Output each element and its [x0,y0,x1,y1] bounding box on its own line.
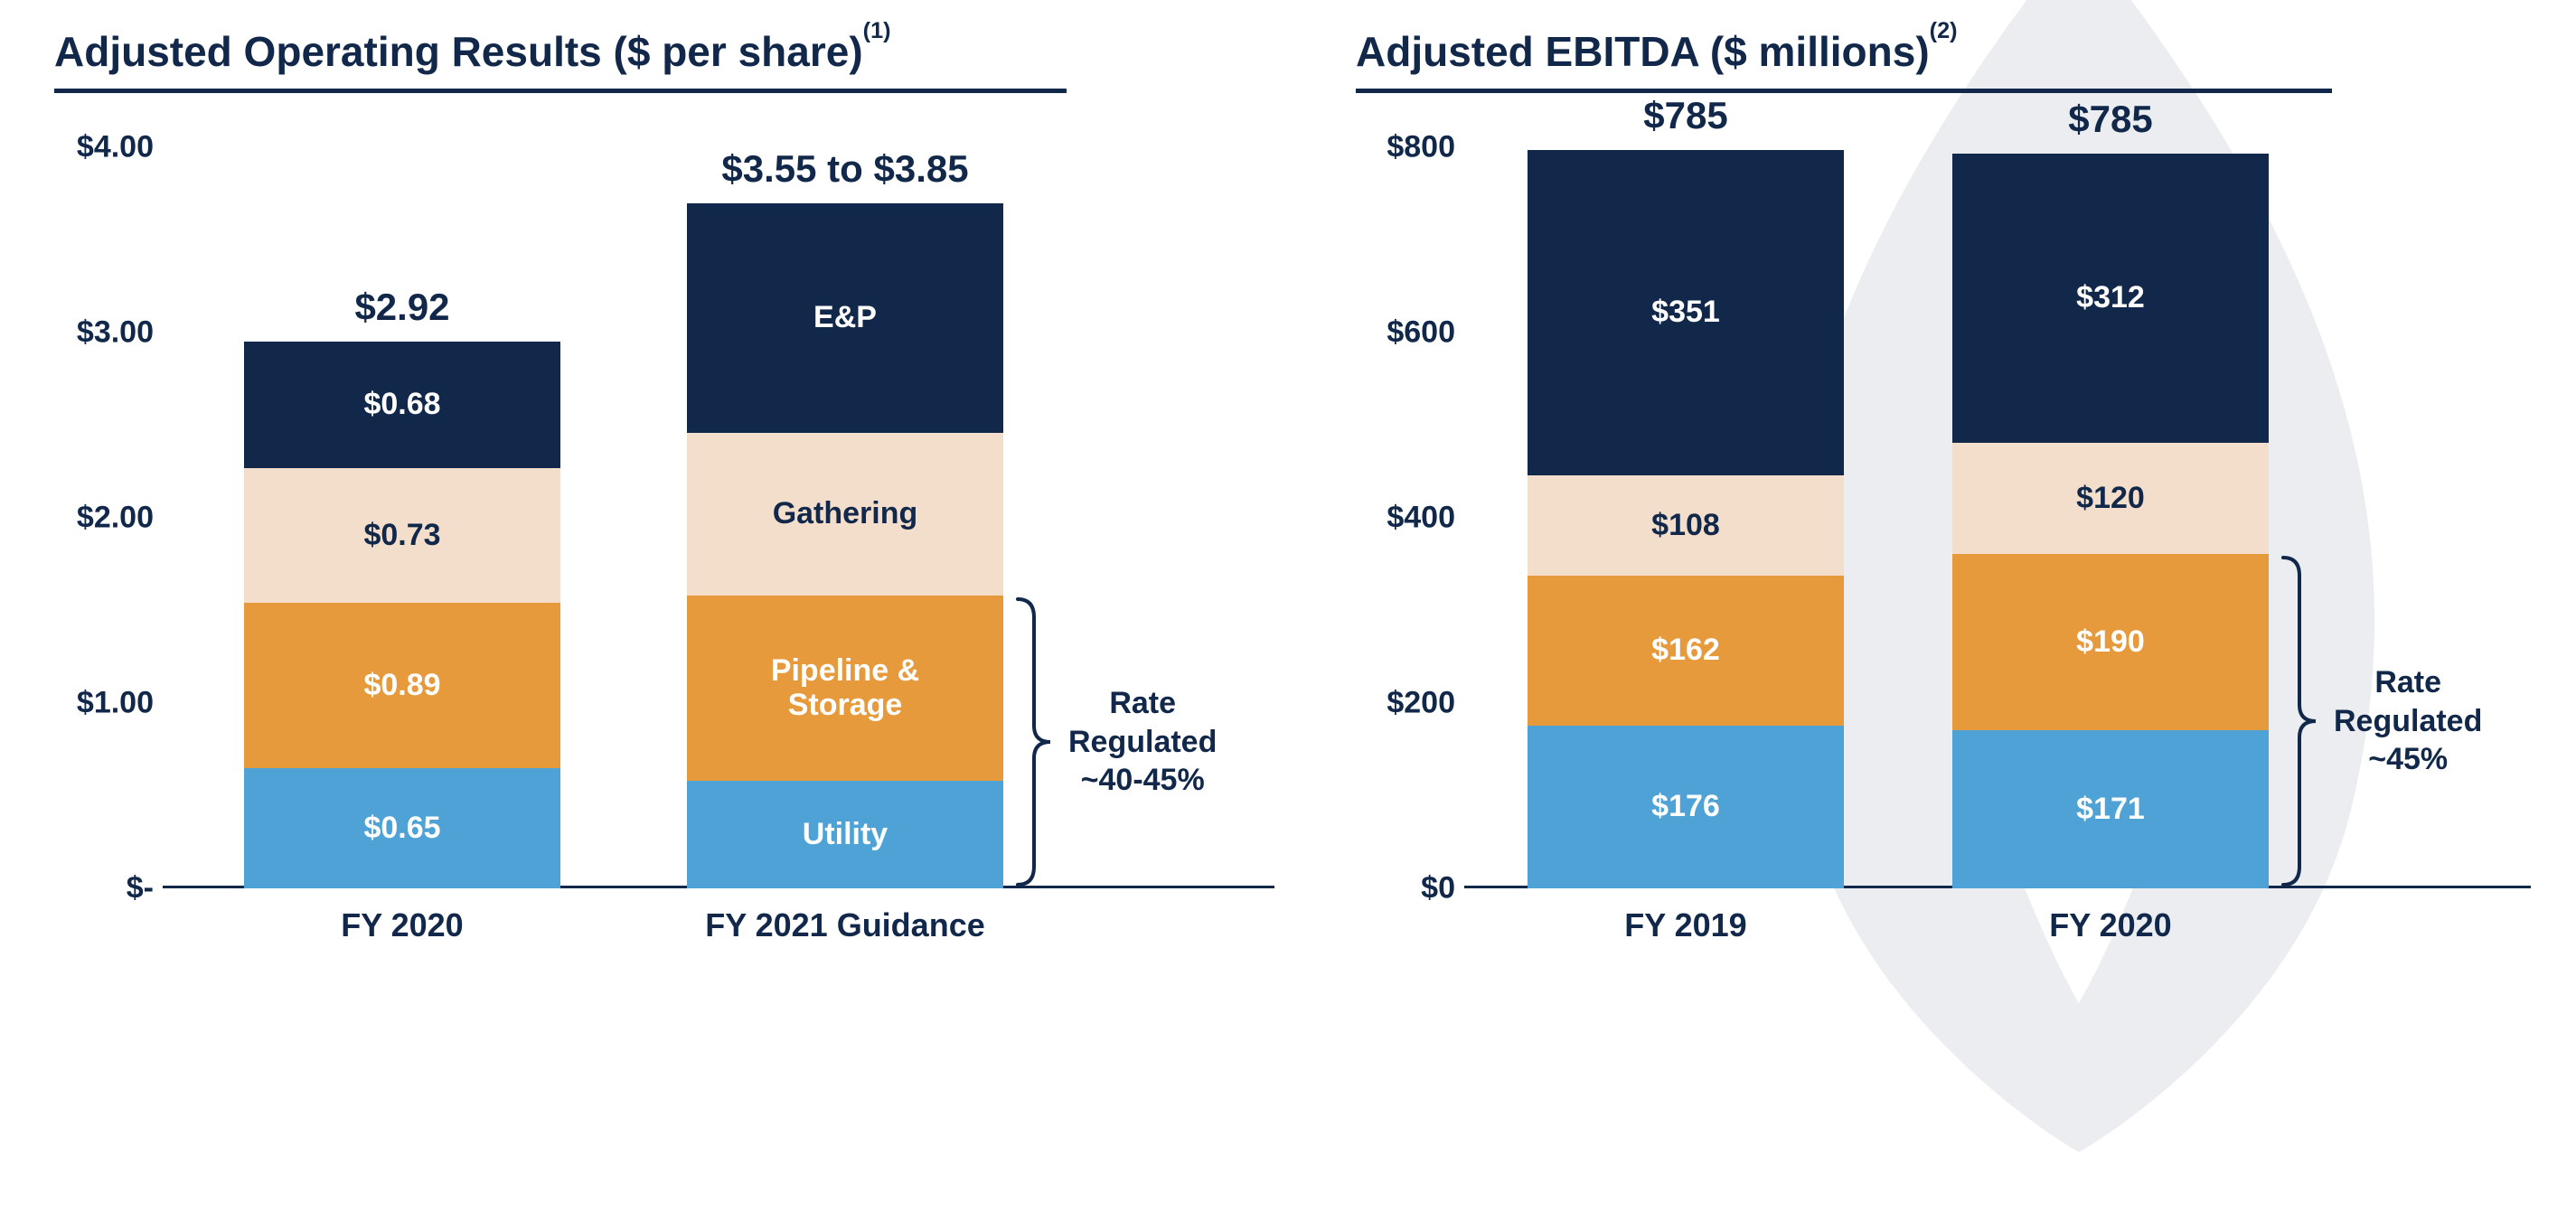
y-axis: $0$200$400$600$800 [1356,147,1464,906]
segment-pipeline: Pipeline & Storage [687,596,1003,781]
segment-ep: $312 [1952,154,2269,443]
right-title-text: Adjusted EBITDA ($ millions) [1356,28,1930,75]
left-chart: $-$1.00$2.00$3.00$4.00$0.65$0.89$0.73$0.… [54,147,1274,961]
y-tick: $600 [1387,315,1455,351]
bar-total-label: $2.92 [244,286,560,329]
bar-fy-2020: $171$190$120$312$785FY 2020 [1952,154,2269,888]
x-label: FY 2020 [244,906,560,944]
right-rule [1356,89,2332,93]
rate-regulated-annotation: RateRegulated~40-45% [1016,596,1217,888]
segment-pipeline: $0.89 [244,603,560,767]
bar-total-label: $785 [1952,98,2269,141]
x-label: FY 2021 Guidance [687,906,1003,944]
y-tick: $2.00 [77,501,154,536]
left-rule [54,89,1067,93]
right-chart-panel: Adjusted EBITDA ($ millions)(2) $0 $200 $4… [1356,27,2531,961]
bar-total-label: $785 [1528,94,1844,137]
segment-gathering: $120 [1952,443,2269,554]
segment-gathering: $108 [1528,475,1844,576]
plot-region: $176$162$108$351$785FY 2019$171$190$120$… [1464,147,2531,888]
left-title: Adjusted Operating Results ($ per share)… [54,27,891,76]
bar-total-label: $3.55 to $3.85 [687,147,1003,191]
segment-utility: $176 [1528,726,1844,888]
segment-utility: Utility [687,781,1003,888]
left-title-sup: (1) [863,18,891,43]
bracket-text: RateRegulated~45% [2334,663,2482,779]
y-tick: $800 [1387,130,1455,165]
bar-fy-2019: $176$162$108$351$785FY 2019 [1528,150,1844,888]
y-tick: $200 [1387,686,1455,721]
segment-pipeline: $190 [1952,554,2269,730]
left-title-text: Adjusted Operating Results ($ per share) [54,28,863,75]
x-label: FY 2019 [1528,906,1844,944]
segment-utility: $0.65 [244,768,560,888]
bar-fy-2021-guidance: UtilityPipeline & StorageGatheringE&P$3.… [687,203,1003,888]
segment-ep: E&P [687,203,1003,433]
rate-regulated-annotation: RateRegulated~45% [2281,554,2482,888]
bracket-icon [2281,554,2317,888]
right-chart: $0$200$400$600$800$176$162$108$351$785FY… [1356,147,2531,961]
bracket-text: RateRegulated~40-45% [1068,684,1217,800]
y-tick: $3.00 [77,315,154,351]
segment-ep: $351 [1528,150,1844,475]
y-tick: $- [127,871,154,906]
right-title-sup: (2) [1930,18,1958,43]
bracket-icon [1016,596,1052,888]
y-tick: $0 [1421,871,1455,906]
plot-region: $0.65$0.89$0.73$0.68$2.92FY 2020 UtilityP… [163,147,1274,888]
x-label: FY 2020 [1952,906,2269,944]
segment-ep: $0.68 [244,342,560,467]
bar-fy-2020: $0.65$0.89$0.73$0.68$2.92FY 2020 [244,342,560,888]
right-title: Adjusted EBITDA ($ millions)(2) [1356,27,1958,76]
y-tick: $4.00 [77,130,154,165]
segment-gathering: Gathering [687,433,1003,596]
y-tick: $1.00 [77,686,154,721]
segment-utility: $171 [1952,730,2269,888]
segment-pipeline: $162 [1528,576,1844,726]
y-tick: $400 [1387,501,1455,536]
y-axis: $-$1.00$2.00$3.00$4.00 [54,147,163,906]
segment-gathering: $0.73 [244,468,560,604]
left-chart-panel: Adjusted Operating Results ($ per share)… [54,27,1274,961]
